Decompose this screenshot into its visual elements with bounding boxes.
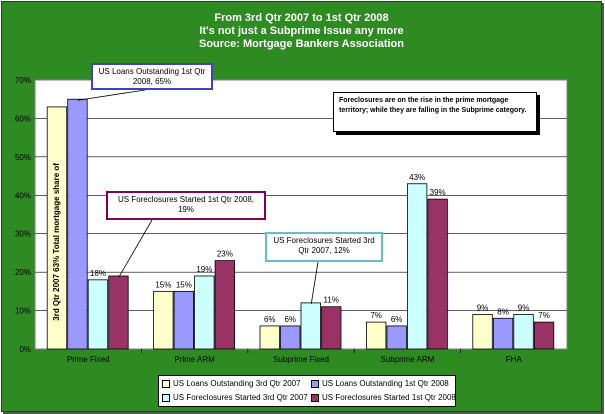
legend-item-loans-1q2008: US Loans Outstanding 1st Qtr 2008	[311, 379, 449, 388]
y-tick-label: 10%	[15, 307, 31, 316]
legend-swatch-foreclosures-1q2008	[311, 393, 319, 402]
x-tick-label: Subprime ARM	[381, 355, 435, 364]
callout-foreclosures-1q2008-text: US Foreclosures Started 1st Qtr 2008, 19…	[117, 195, 255, 214]
data-label: 7%	[538, 311, 550, 320]
y-tick-label: 20%	[15, 268, 31, 277]
y-tick-label: 30%	[15, 230, 31, 239]
legend-label-loans-3q2007: US Loans Outstanding 3rd Qtr 2007	[173, 379, 301, 388]
bar	[259, 325, 280, 350]
bar	[173, 290, 195, 350]
data-label: 6%	[264, 315, 276, 324]
legend-swatch-loans-1q2008	[311, 379, 319, 388]
legend-item-foreclosures-1q2008: US Foreclosures Started 1st Qtr 2008	[311, 393, 456, 402]
legend-label-foreclosures-1q2008: US Foreclosures Started 1st Qtr 2008	[322, 393, 456, 402]
x-tick-label: Subprime Fixed	[273, 355, 329, 364]
note-text: Foreclosures are on the rise in the prim…	[339, 97, 527, 114]
data-label: 19%	[196, 265, 212, 274]
callout-foreclosures-3q2007: US Foreclosures Started 3rd Qtr 2007, 12…	[265, 232, 383, 262]
y-tick-label: 0%	[19, 345, 31, 354]
legend-swatch-foreclosures-3q2007	[162, 393, 170, 402]
legend-item-foreclosures-3q2007: US Foreclosures Started 3rd Qtr 2007	[162, 393, 308, 402]
bar	[214, 260, 236, 350]
title-line-2: It's not just a Subprime Issue any more	[199, 25, 404, 37]
bar	[46, 106, 68, 350]
data-label: 43%	[409, 173, 425, 182]
data-label: 23%	[217, 250, 233, 259]
data-label: 8%	[497, 307, 509, 316]
data-label: 18%	[90, 269, 106, 278]
bar	[108, 275, 129, 350]
callout-foreclosures-3q2007-text: US Foreclosures Started 3rd Qtr 2007, 12…	[273, 236, 375, 255]
x-tick-label: FHA	[506, 355, 523, 364]
data-label: 11%	[324, 296, 339, 305]
y-tick-label: 40%	[15, 191, 31, 200]
y-tick-label: 50%	[15, 153, 31, 162]
x-tick-label: Prime ARM	[174, 355, 215, 364]
bar	[321, 306, 342, 350]
callout-loans-1q2008: US Loans Outstanding 1st Qtr 2008, 65%	[91, 63, 213, 90]
callout-leader-foreclosures-3q	[310, 261, 319, 304]
y-tick-label: 70%	[15, 76, 31, 85]
bar	[194, 275, 215, 350]
bar	[386, 325, 407, 350]
note-box: Foreclosures are on the rise in the prim…	[333, 92, 537, 132]
bar	[153, 290, 174, 350]
data-label: 9%	[518, 303, 530, 312]
bar	[472, 314, 493, 350]
x-tick-label: Prime Fixed	[67, 355, 110, 364]
data-label: 7%	[370, 311, 382, 320]
legend-label-loans-1q2008: US Loans Outstanding 1st Qtr 2008	[322, 379, 449, 388]
bar	[513, 314, 534, 350]
legend-label-foreclosures-3q2007: US Foreclosures Started 3rd Qtr 2007	[173, 393, 308, 402]
callout-loans-1q2008-text: US Loans Outstanding 1st Qtr 2008, 65%	[98, 67, 206, 86]
data-label: 9%	[477, 303, 489, 312]
legend-item-loans-3q2007: US Loans Outstanding 3rd Qtr 2007	[162, 379, 301, 388]
data-label-rotated: 3rd Qtr 2007 63% Total mortgage share of	[52, 163, 61, 321]
bar	[87, 279, 109, 350]
y-tick-label: 60%	[15, 114, 31, 123]
data-label: 39%	[430, 188, 446, 197]
bar	[300, 302, 321, 350]
bar	[365, 321, 387, 350]
bar	[67, 98, 88, 350]
bar	[427, 198, 448, 350]
legend-swatch-loans-3q2007	[162, 379, 170, 388]
bar	[492, 317, 514, 350]
chart-title: From 3rd Qtr 2007 to 1st Qtr 2008 It's n…	[2, 12, 601, 51]
legend: US Loans Outstanding 3rd Qtr 2007 US Loa…	[158, 375, 456, 407]
callout-leader-foreclosures-1q	[118, 219, 153, 278]
data-label: 15%	[176, 280, 192, 289]
bar	[533, 321, 555, 350]
bar	[406, 183, 428, 350]
data-label: 15%	[155, 280, 171, 289]
bar	[280, 325, 301, 350]
title-line-1: From 3rd Qtr 2007 to 1st Qtr 2008	[214, 12, 389, 24]
data-label: 6%	[391, 315, 403, 324]
callout-foreclosures-1q2008: US Foreclosures Started 1st Qtr 2008, 19…	[106, 191, 266, 220]
title-line-3: Source: Mortgage Bankers Association	[199, 38, 404, 50]
callout-leader-loans	[77, 89, 146, 101]
data-label: 6%	[284, 315, 296, 324]
